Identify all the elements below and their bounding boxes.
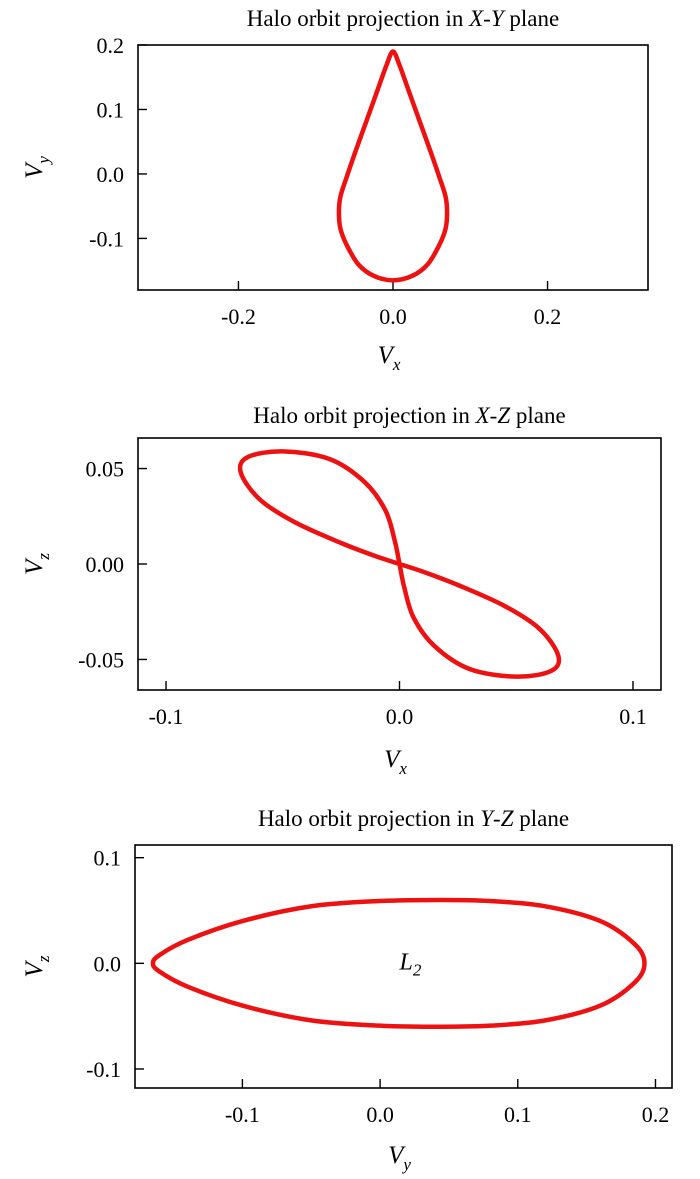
x-tick-label: 0.1 [504, 1102, 532, 1127]
x-axis-label: Vx [384, 746, 407, 778]
y-tick-label: 0.0 [97, 162, 125, 187]
chart-title-part: - [493, 806, 501, 831]
chart-title-part: X [475, 403, 491, 428]
orbit-curve [150, 897, 647, 1029]
lagrange-point-label: L2 [398, 949, 421, 979]
y-tick-label: 0.2 [97, 33, 125, 58]
chart-title-part: Y [491, 6, 506, 31]
y-tick-label: 0.0 [94, 951, 122, 976]
chart-title-part: Z [497, 403, 510, 428]
chart-title-part: Halo orbit projection in [258, 806, 480, 831]
x-tick-label: 0.2 [534, 304, 562, 329]
x-axis-label: Vx [378, 342, 401, 374]
x-tick-label: 0.1 [619, 704, 647, 729]
chart-title-part: - [483, 6, 491, 31]
y-axis-label: Vz [21, 553, 53, 575]
chart-title: Halo orbit projection in X-Y plane [247, 6, 559, 31]
y-axis-label: Vy [21, 156, 53, 179]
x-tick-label: 0.2 [642, 1102, 670, 1127]
x-tick-label: 0.0 [386, 704, 414, 729]
plot-frame [134, 844, 673, 1089]
chart-title-part: plane [504, 6, 560, 31]
x-tick-label: -0.1 [149, 704, 184, 729]
y-tick-label: 0.1 [94, 846, 122, 871]
x-axis-label: Vy [388, 1142, 411, 1174]
chart-title-part: Halo orbit projection in [253, 403, 475, 428]
chart-title-part: plane [510, 403, 566, 428]
chart-panel-1: Halo orbit projection in X-Y plane-0.2 0.… [21, 6, 649, 374]
y-tick-label: 0.05 [86, 457, 125, 482]
chart-title: Halo orbit projection in Y-Z plane [258, 806, 569, 831]
y-tick-label: 0.00 [86, 552, 125, 577]
y-tick-label: -0.05 [78, 647, 124, 672]
y-tick-label: -0.1 [89, 226, 124, 251]
x-tick-label: 0.0 [366, 1102, 394, 1127]
plot-frame [137, 44, 649, 291]
orbit-curve [336, 49, 450, 283]
chart-title: Halo orbit projection in X-Z plane [253, 403, 565, 428]
x-tick-label: -0.1 [225, 1102, 260, 1127]
chart-title-part: - [490, 403, 498, 428]
chart-title-part: Z [501, 806, 514, 831]
chart-title-part: plane [514, 806, 570, 831]
y-tick-label: -0.1 [86, 1057, 121, 1082]
chart-title-part: Halo orbit projection in [247, 6, 469, 31]
chart-title-part: X [468, 6, 484, 31]
chart-panel-3: Halo orbit projection in Y-Z plane-0.1 0.… [21, 806, 673, 1174]
y-tick-label: 0.1 [97, 97, 125, 122]
orbit-curve [237, 449, 562, 679]
y-axis-label: Vz [21, 955, 53, 977]
x-tick-label: -0.2 [221, 304, 256, 329]
chart-panel-2: Halo orbit projection in X-Z plane-0.1 0.… [21, 403, 662, 778]
x-tick-label: 0.0 [379, 304, 407, 329]
chart-title-part: Y [480, 806, 495, 831]
